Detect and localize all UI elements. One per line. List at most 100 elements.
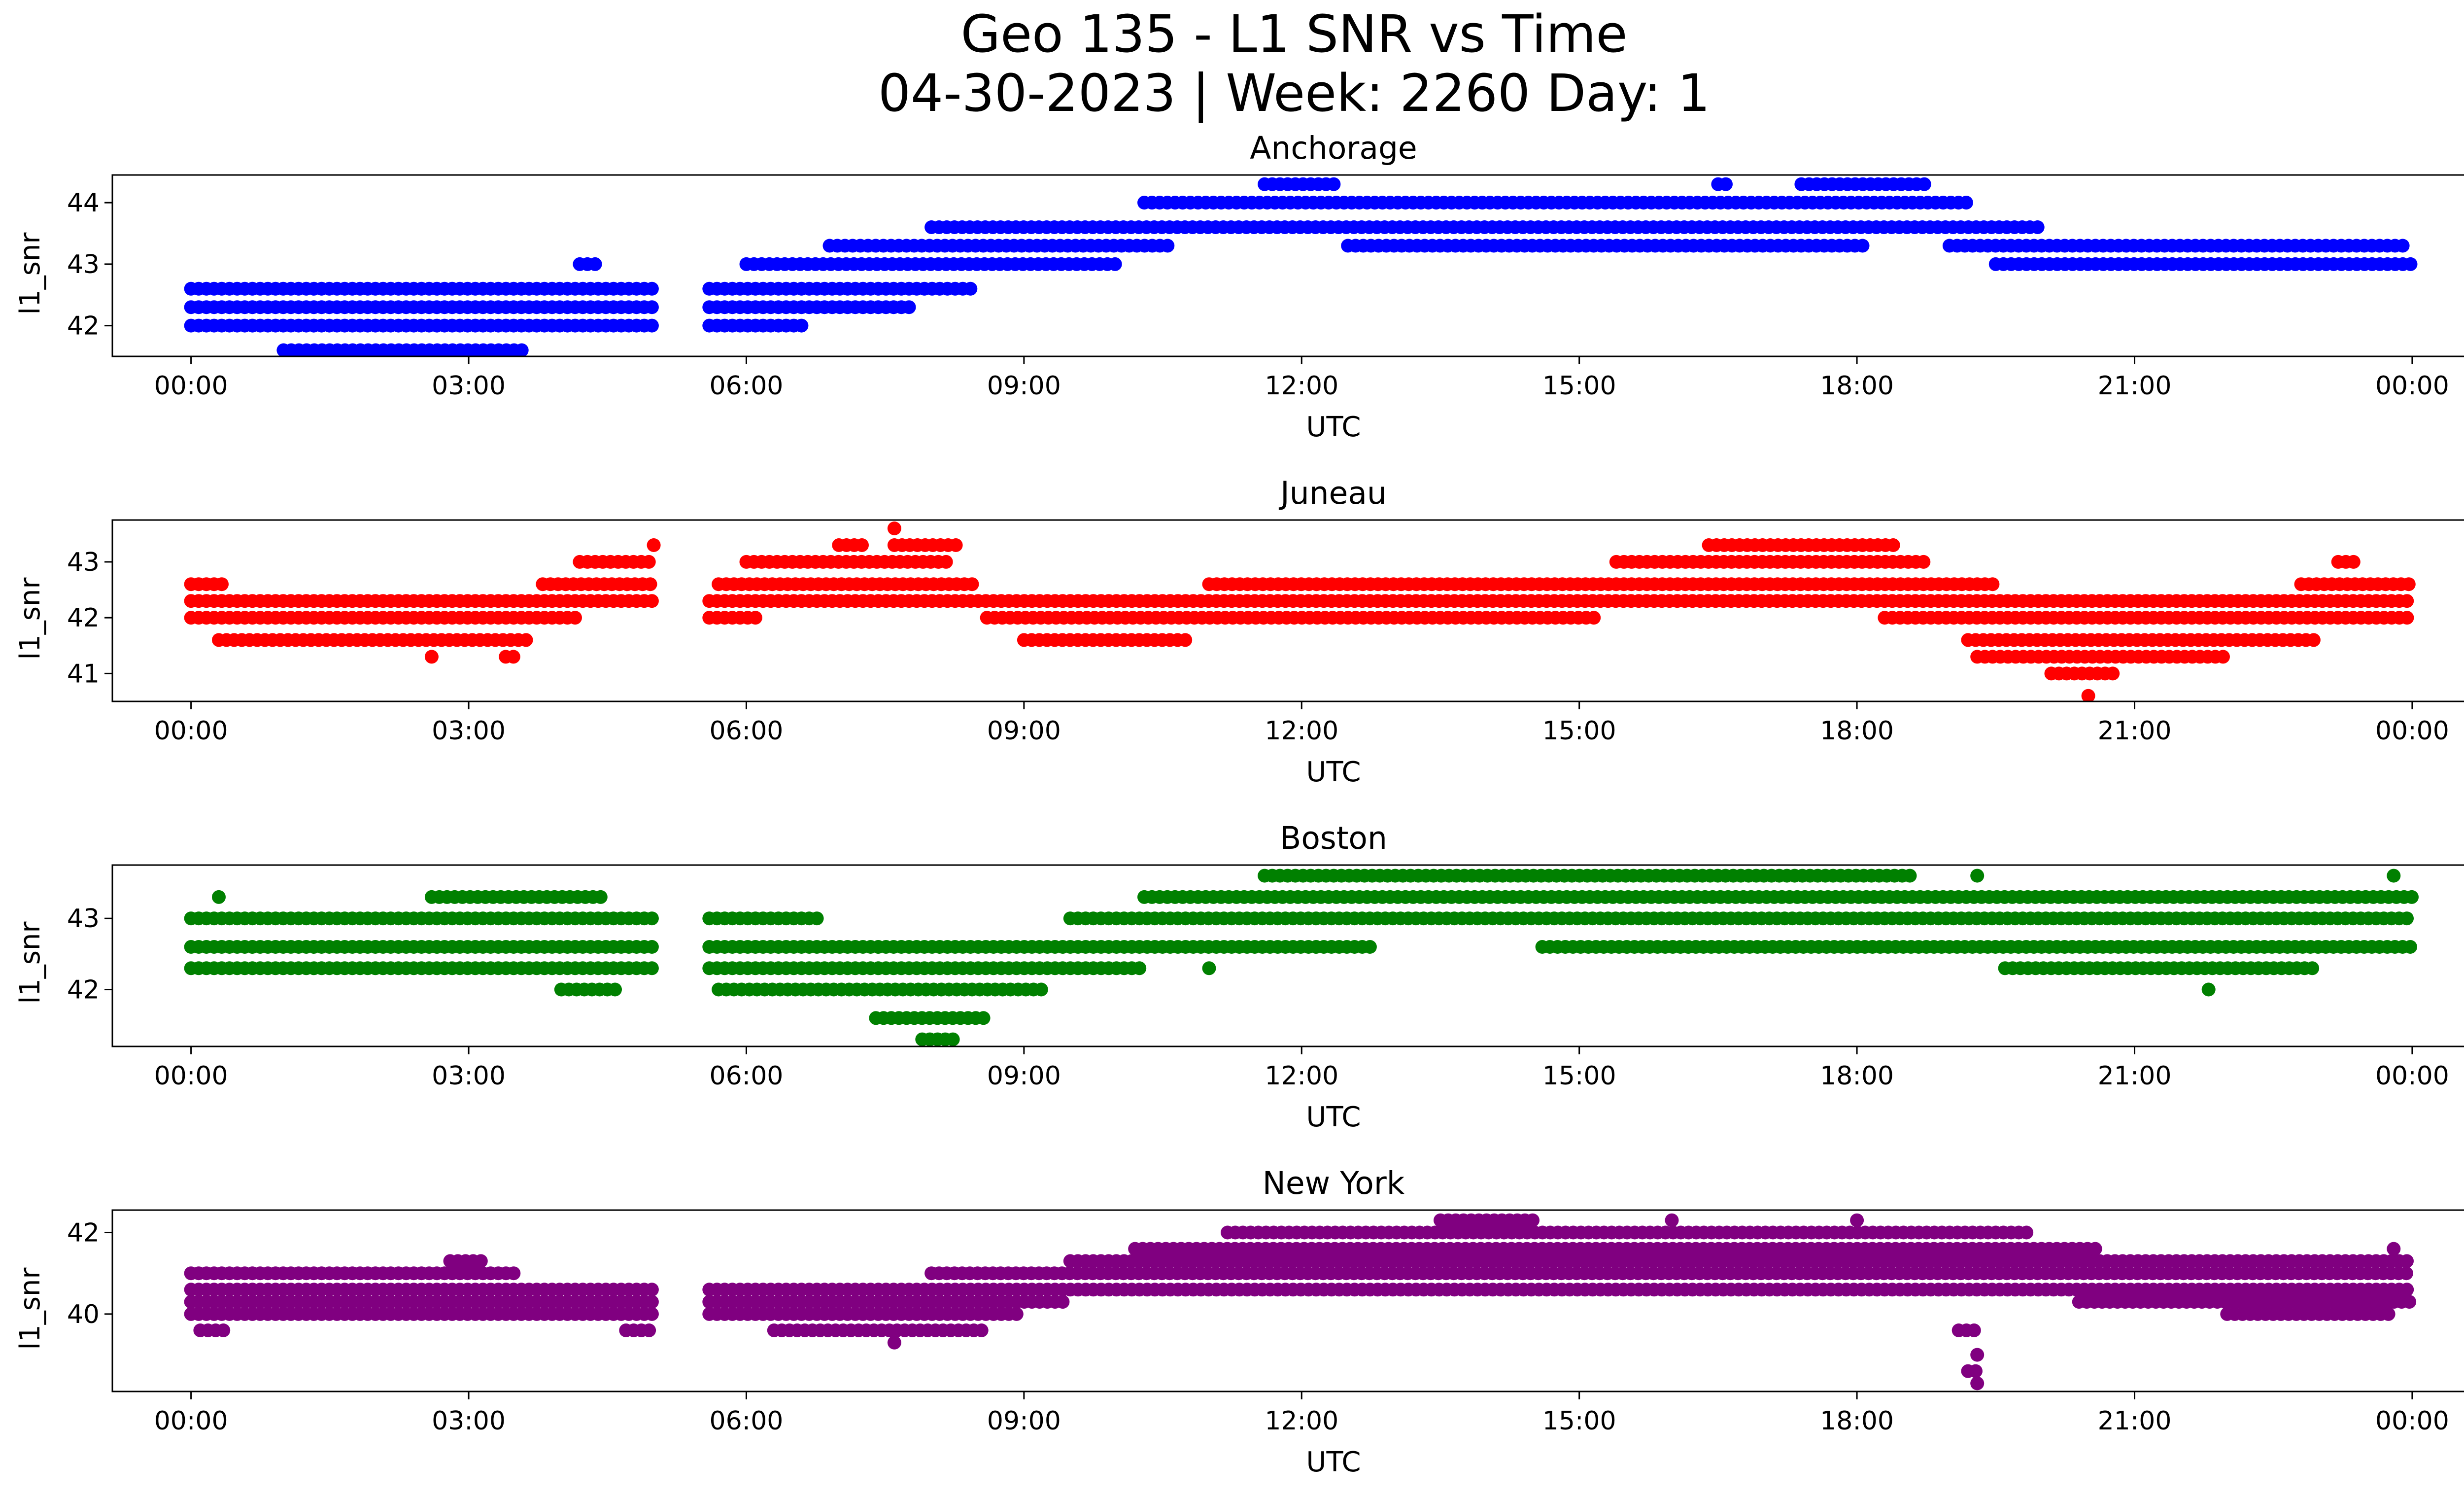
data-point	[963, 281, 978, 296]
x-tick-label: 00:00	[154, 371, 228, 401]
x-tick-label: 15:00	[1542, 1061, 1616, 1091]
data-point	[810, 911, 824, 926]
data-point	[2403, 940, 2417, 954]
x-tick-label: 00:00	[2375, 1406, 2449, 1436]
x-axis-label: UTC	[1306, 756, 1361, 788]
x-tick-label: 00:00	[154, 1061, 228, 1091]
axes-frame	[111, 1209, 2464, 1392]
data-point	[1903, 869, 1917, 883]
data-point	[593, 890, 608, 904]
x-tick-label: 18:00	[1820, 371, 1894, 401]
scatter-points	[184, 177, 2418, 356]
data-point	[424, 650, 439, 664]
data-point	[1959, 196, 1973, 210]
data-point	[2306, 633, 2321, 647]
data-point	[645, 594, 659, 608]
data-point	[645, 318, 659, 333]
x-tick-label: 12:00	[1265, 1406, 1338, 1436]
data-point	[946, 1032, 960, 1046]
data-point	[1917, 177, 1931, 191]
y-axis-label: l1_snr	[14, 1267, 46, 1350]
x-tick-label: 15:00	[1542, 1406, 1616, 1436]
data-point	[1916, 555, 1931, 569]
subplot-new-york: New York UTC l1_snr 00:00 03:00 06:00 09:00…	[14, 1165, 2464, 1478]
data-point	[1327, 177, 1341, 191]
x-tick-label: 06:00	[710, 1061, 784, 1091]
x-axis-label: UTC	[1306, 1101, 1361, 1133]
data-point	[887, 1335, 901, 1350]
y-tick-label: 42	[67, 1218, 100, 1248]
data-point	[855, 538, 869, 552]
data-point	[1985, 577, 2000, 591]
data-point	[645, 300, 659, 314]
data-point	[2387, 1242, 2401, 1256]
axes-frame	[111, 519, 2464, 702]
data-point	[608, 982, 622, 997]
x-tick-label: 03:00	[432, 371, 506, 401]
scatter-points	[184, 869, 2419, 1046]
figure-title-line1: Geo 135 - L1 SNR vs Time	[960, 4, 1627, 64]
data-point	[1363, 940, 1377, 954]
data-point	[215, 577, 229, 591]
x-tick-label: 12:00	[1265, 716, 1338, 746]
data-point	[1034, 982, 1048, 997]
x-tick-label: 00:00	[154, 716, 228, 746]
data-point	[2396, 239, 2410, 253]
x-tick-label: 00:00	[154, 1406, 228, 1436]
data-point	[645, 1307, 659, 1321]
data-point	[748, 611, 762, 625]
x-tick-label: 00:00	[2375, 716, 2449, 746]
y-tick-label: 40	[67, 1300, 100, 1329]
data-point	[2081, 689, 2095, 701]
data-point	[2400, 1283, 2414, 1297]
data-point	[2346, 555, 2361, 569]
subplot-juneau: Juneau UTC l1_snr 00:00 03:00 06:00 09:00 12…	[14, 475, 2464, 788]
data-point	[519, 633, 533, 647]
x-tick-label: 12:00	[1265, 1061, 1338, 1091]
data-point	[1719, 177, 1733, 191]
data-point	[1850, 1213, 1864, 1227]
data-point	[2400, 911, 2414, 926]
y-axis-label: l1_snr	[14, 577, 46, 660]
data-point	[1886, 538, 1900, 552]
data-point	[2387, 869, 2401, 883]
data-point	[1970, 1376, 1985, 1391]
data-point	[642, 1323, 656, 1337]
x-axis-label: UTC	[1306, 1446, 1361, 1478]
data-point	[1108, 257, 1122, 271]
x-tick-label: 18:00	[1820, 1406, 1894, 1436]
x-tick-label: 21:00	[2098, 1406, 2172, 1436]
x-tick-label: 09:00	[987, 371, 1061, 401]
data-point	[212, 890, 226, 904]
data-point	[2030, 220, 2045, 234]
y-tick-label: 42	[67, 312, 100, 341]
data-point	[568, 611, 582, 625]
data-point	[1855, 239, 1870, 253]
x-tick-label: 09:00	[987, 1406, 1061, 1436]
data-point	[514, 343, 529, 356]
x-tick-label: 21:00	[2098, 1061, 2172, 1091]
data-point	[939, 555, 953, 569]
data-point	[642, 555, 656, 569]
data-point	[1202, 961, 1216, 975]
x-tick-label: 03:00	[432, 1406, 506, 1436]
data-point	[2405, 890, 2419, 904]
data-point	[216, 1323, 231, 1337]
data-point	[643, 577, 657, 591]
y-tick-label: 41	[67, 659, 100, 689]
subplot-title: New York	[1263, 1165, 1405, 1201]
x-tick-label: 21:00	[2098, 716, 2172, 746]
data-point	[2216, 650, 2230, 664]
x-tick-label: 06:00	[710, 371, 784, 401]
scatter-points	[184, 1213, 2417, 1391]
x-tick-label: 06:00	[710, 716, 784, 746]
data-point	[2400, 611, 2414, 625]
data-point	[2381, 1307, 2396, 1321]
data-point	[647, 538, 661, 552]
x-tick-label: 09:00	[987, 716, 1061, 746]
y-tick-label: 43	[67, 250, 100, 279]
data-point	[794, 318, 809, 333]
data-point	[902, 300, 916, 314]
data-point	[2088, 1242, 2102, 1256]
